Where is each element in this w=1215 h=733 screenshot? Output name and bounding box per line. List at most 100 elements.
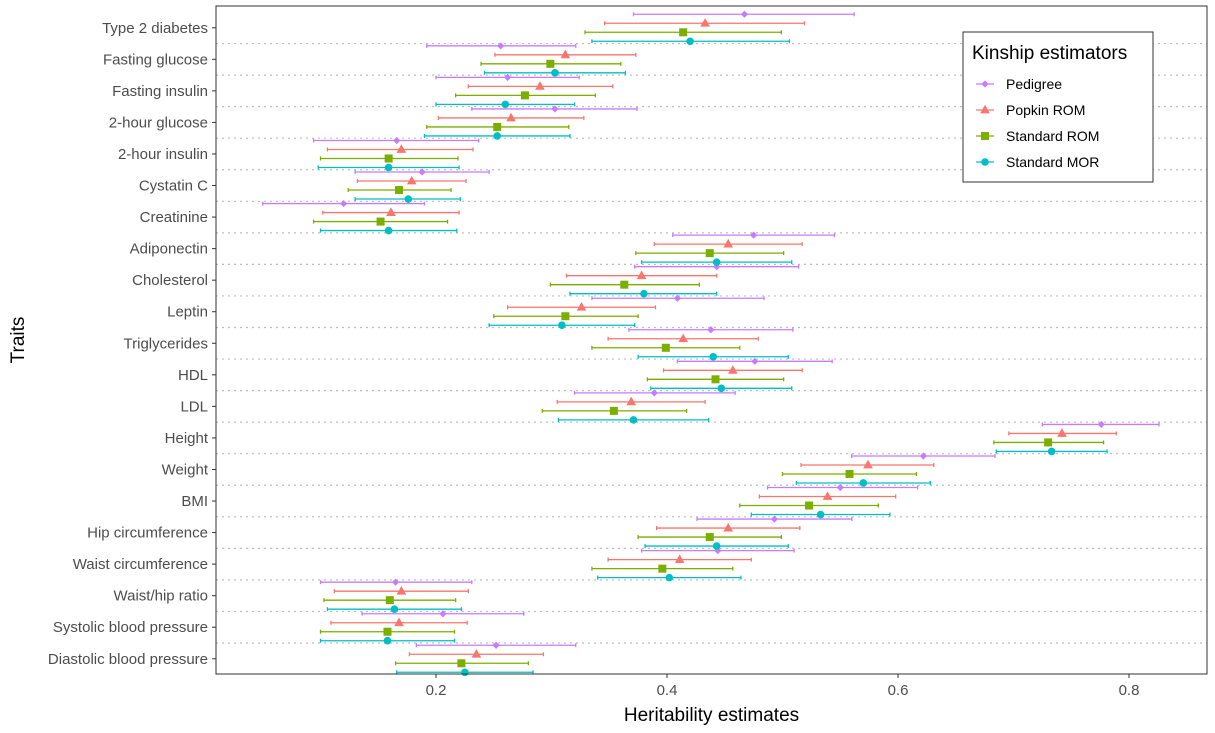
estimate-point bbox=[712, 542, 721, 550]
estimate-point bbox=[863, 459, 873, 469]
y-axis: Type 2 diabetes Fasting glucose Fasting in… bbox=[48, 20, 216, 668]
estimate-point bbox=[384, 154, 393, 163]
y-tick-label: Cholesterol bbox=[132, 272, 208, 289]
estimate-point bbox=[376, 217, 385, 226]
legend-label: Popkin ROM bbox=[1006, 102, 1085, 118]
estimate-point bbox=[636, 270, 647, 280]
series-standard-mor bbox=[317, 37, 1108, 677]
estimate-point bbox=[384, 226, 393, 235]
estimate-point bbox=[661, 343, 670, 352]
series-pedigree bbox=[262, 10, 1160, 649]
estimate-point bbox=[395, 186, 404, 195]
estimate-point bbox=[717, 384, 726, 393]
estimate-point bbox=[805, 501, 814, 510]
series-popkin-rom bbox=[322, 18, 1117, 658]
y-tick-label: BMI bbox=[181, 493, 208, 510]
estimate-point bbox=[383, 627, 392, 636]
estimate-point bbox=[626, 396, 636, 406]
estimate-point bbox=[1047, 447, 1056, 456]
estimate-point bbox=[493, 122, 502, 131]
legend-key-diamond-icon bbox=[981, 80, 989, 88]
estimate-point bbox=[385, 596, 394, 605]
estimate-point bbox=[822, 491, 833, 500]
legend-box bbox=[962, 31, 1154, 183]
legend-key-square-icon bbox=[981, 132, 989, 140]
series-layer bbox=[262, 10, 1160, 677]
estimate-point bbox=[679, 28, 688, 37]
estimate-point bbox=[836, 483, 844, 492]
estimate-point bbox=[492, 641, 500, 649]
legend: Kinship estimators Pedigree Popkin ROM Sta… bbox=[962, 31, 1154, 183]
estimate-point bbox=[396, 585, 407, 595]
x-tick-label: 0.4 bbox=[657, 682, 678, 699]
estimate-point bbox=[707, 326, 715, 334]
estimate-point bbox=[640, 289, 648, 298]
estimate-point bbox=[535, 81, 545, 90]
panel-border bbox=[215, 5, 1208, 675]
estimate-point bbox=[340, 199, 348, 208]
legend-label: Standard ROM bbox=[1006, 128, 1099, 144]
x-tick-label: 0.2 bbox=[426, 682, 447, 699]
estimate-point bbox=[705, 533, 714, 542]
estimate-point bbox=[560, 49, 571, 59]
estimate-point bbox=[674, 554, 685, 564]
legend-item: Standard MOR bbox=[976, 154, 1099, 170]
y-tick-label: Fasting insulin bbox=[112, 83, 208, 100]
legend-item: Standard ROM bbox=[976, 128, 1099, 144]
estimate-point bbox=[712, 258, 721, 266]
y-tick-label: Leptin bbox=[167, 304, 208, 321]
estimate-point bbox=[561, 312, 570, 321]
y-tick-label: HDL bbox=[178, 367, 208, 384]
estimate-point bbox=[609, 406, 618, 415]
x-axis: 0.2 0.4 0.6 0.8 bbox=[426, 674, 1139, 699]
legend-item: Popkin ROM bbox=[976, 102, 1085, 118]
estimate-point bbox=[673, 294, 681, 302]
estimate-point bbox=[620, 280, 629, 289]
legend-key-triangle-icon bbox=[980, 104, 990, 114]
estimate-point bbox=[551, 105, 559, 113]
estimate-point bbox=[658, 564, 667, 573]
estimate-point bbox=[740, 10, 748, 18]
estimate-point bbox=[576, 302, 587, 311]
estimate-point bbox=[770, 515, 779, 523]
estimate-point bbox=[558, 321, 566, 330]
estimate-point bbox=[386, 207, 396, 216]
y-tick-label: Diastolic blood pressure bbox=[48, 651, 208, 668]
y-tick-label: 2-hour glucose bbox=[109, 114, 208, 131]
legend-label: Standard MOR bbox=[1006, 154, 1099, 170]
estimate-point bbox=[520, 91, 529, 100]
estimate-point bbox=[457, 659, 466, 668]
y-tick-label: LDL bbox=[180, 398, 208, 415]
estimate-point bbox=[393, 136, 401, 145]
legend-items: Pedigree Popkin ROM Standard ROM Standard M… bbox=[976, 76, 1099, 170]
estimate-point bbox=[394, 617, 404, 627]
estimate-point bbox=[384, 163, 393, 172]
estimate-point bbox=[919, 452, 928, 460]
estimate-point bbox=[546, 59, 555, 68]
estimate-point bbox=[396, 144, 407, 153]
y-tick-label: 2-hour insulin bbox=[118, 146, 208, 163]
estimate-point bbox=[859, 479, 868, 487]
estimate-point bbox=[665, 573, 674, 582]
estimate-point bbox=[439, 610, 447, 618]
y-tick-label: Height bbox=[165, 430, 209, 447]
estimate-point bbox=[629, 416, 638, 424]
estimate-point bbox=[461, 668, 469, 677]
estimate-point bbox=[705, 249, 714, 258]
estimate-point bbox=[390, 605, 399, 613]
estimate-point bbox=[686, 37, 694, 46]
y-tick-label: Waist/hip ratio bbox=[114, 588, 208, 605]
estimate-point bbox=[728, 365, 738, 374]
estimate-point bbox=[845, 469, 854, 478]
legend-label: Pedigree bbox=[1006, 76, 1062, 92]
estimate-point bbox=[406, 175, 417, 185]
estimate-point bbox=[504, 73, 512, 81]
x-tick-label: 0.6 bbox=[888, 682, 909, 699]
estimate-point bbox=[751, 357, 759, 365]
estimate-point bbox=[471, 649, 482, 658]
y-tick-label: Cystatin C bbox=[139, 178, 208, 195]
y-tick-label: Type 2 diabetes bbox=[102, 20, 208, 37]
estimate-point bbox=[709, 352, 717, 361]
legend-key-circle-icon bbox=[981, 158, 989, 166]
